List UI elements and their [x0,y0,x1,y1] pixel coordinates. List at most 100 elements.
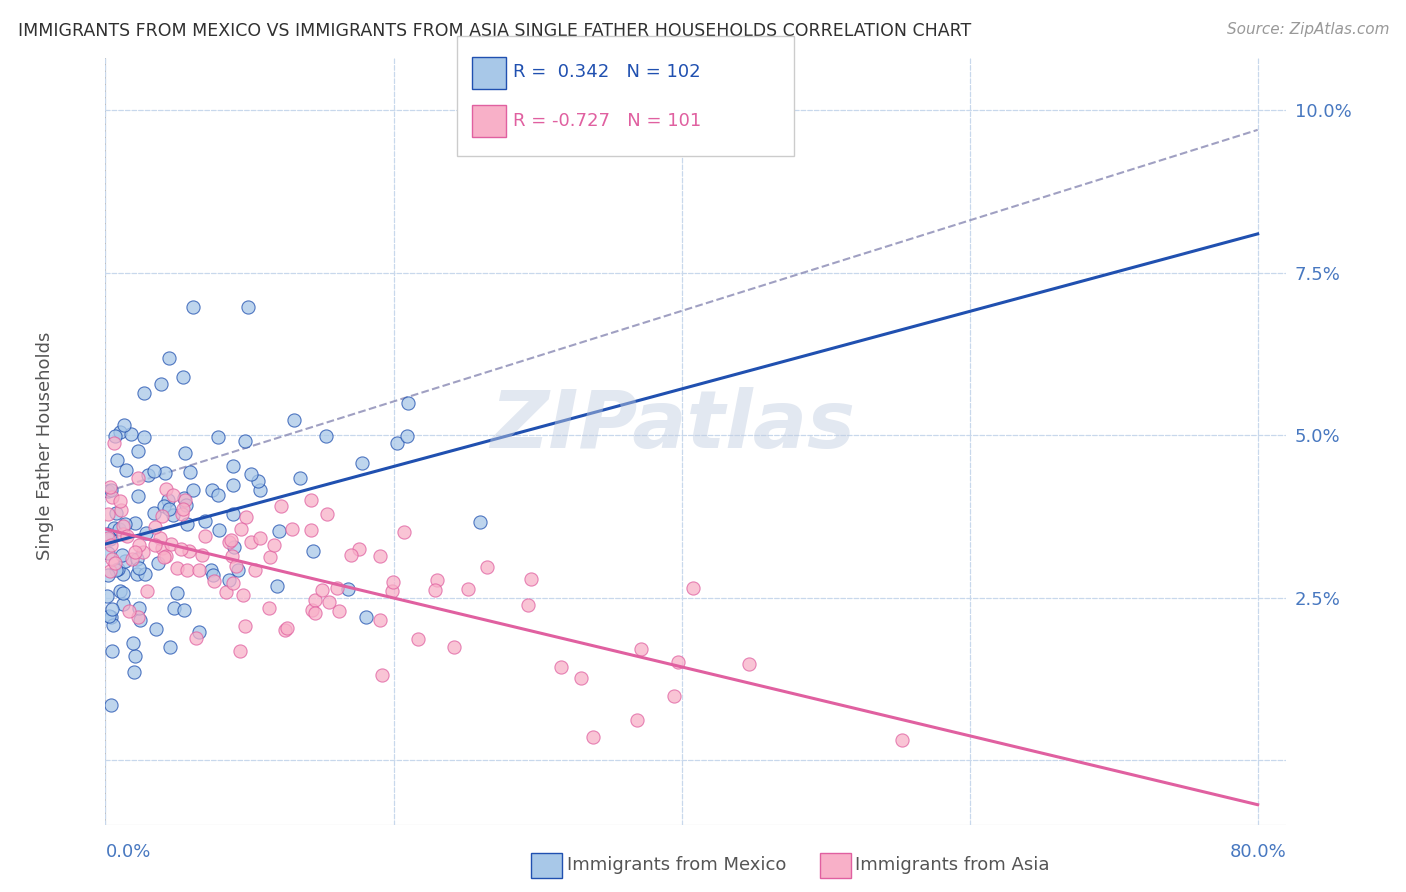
Point [381,575,404,590]
Point [142,465,165,479]
Point [100,490,122,504]
Point [423,583,446,598]
Point [112,417,135,432]
Point [127,471,149,485]
Point [468,515,491,529]
Point [134,566,156,581]
Point [215,584,238,599]
Point [121,551,143,566]
Point [112,527,135,541]
Point [738,657,761,672]
Point [269,524,291,538]
Point [396,429,419,443]
Point [98,480,121,494]
Point [188,624,211,639]
Point [124,516,146,531]
Point [354,610,377,624]
Point [101,643,124,657]
Point [100,698,122,712]
Point [174,498,197,512]
Text: Immigrants from Asia: Immigrants from Asia [855,856,1049,874]
Point [240,535,263,549]
Point [229,522,252,536]
Point [224,541,246,555]
Point [152,541,174,555]
Text: ZIPatlas: ZIPatlas [489,387,855,466]
Point [166,561,188,575]
Point [475,560,498,574]
Point [181,483,204,497]
Point [143,538,166,552]
Point [316,507,339,521]
Point [326,581,349,595]
Point [157,351,180,365]
Point [172,369,194,384]
Point [368,613,391,627]
Point [218,573,240,587]
Point [132,385,155,400]
Point [129,613,152,627]
Point [107,562,129,576]
Point [101,602,124,616]
Point [100,483,122,498]
Point [174,492,197,507]
Point [111,519,134,533]
Point [173,603,195,617]
Point [104,556,127,570]
Point [103,436,125,450]
Point [222,459,245,474]
Point [149,376,172,391]
Point [301,603,323,617]
Point [299,493,322,508]
Point [233,619,256,633]
Point [104,429,127,443]
Point [162,508,184,523]
Text: Single Father Households: Single Father Households [37,332,53,560]
Point [162,488,184,502]
Point [132,430,155,444]
Point [339,549,361,563]
Point [103,618,125,632]
Point [299,524,322,538]
Point [259,549,281,564]
Point [257,601,280,615]
Point [385,436,408,450]
Point [457,582,479,597]
Point [202,574,225,589]
Point [368,549,391,563]
Point [304,593,326,607]
Point [188,563,211,577]
Point [153,467,176,481]
Point [124,649,146,664]
Point [163,601,186,615]
Point [235,434,257,449]
Point [201,483,224,497]
Text: 0.0%: 0.0% [105,843,150,861]
Point [582,730,605,744]
Point [626,713,648,727]
Point [97,532,120,546]
Point [221,549,243,564]
Point [128,600,150,615]
Point [155,483,177,497]
Point [128,538,150,552]
Point [135,525,157,540]
Point [125,567,148,582]
Point [115,529,138,543]
Point [118,603,141,617]
Text: 80.0%: 80.0% [1230,843,1286,861]
Point [143,519,166,533]
Point [222,507,245,521]
Text: R =  0.342   N = 102: R = 0.342 N = 102 [513,63,700,81]
Point [396,396,419,410]
Point [682,581,704,595]
Point [156,492,179,507]
Point [288,471,311,485]
Point [146,556,169,570]
Point [328,604,350,618]
Point [155,549,177,563]
Point [100,538,122,552]
Point [108,494,131,508]
Point [219,533,242,547]
Point [150,508,173,523]
